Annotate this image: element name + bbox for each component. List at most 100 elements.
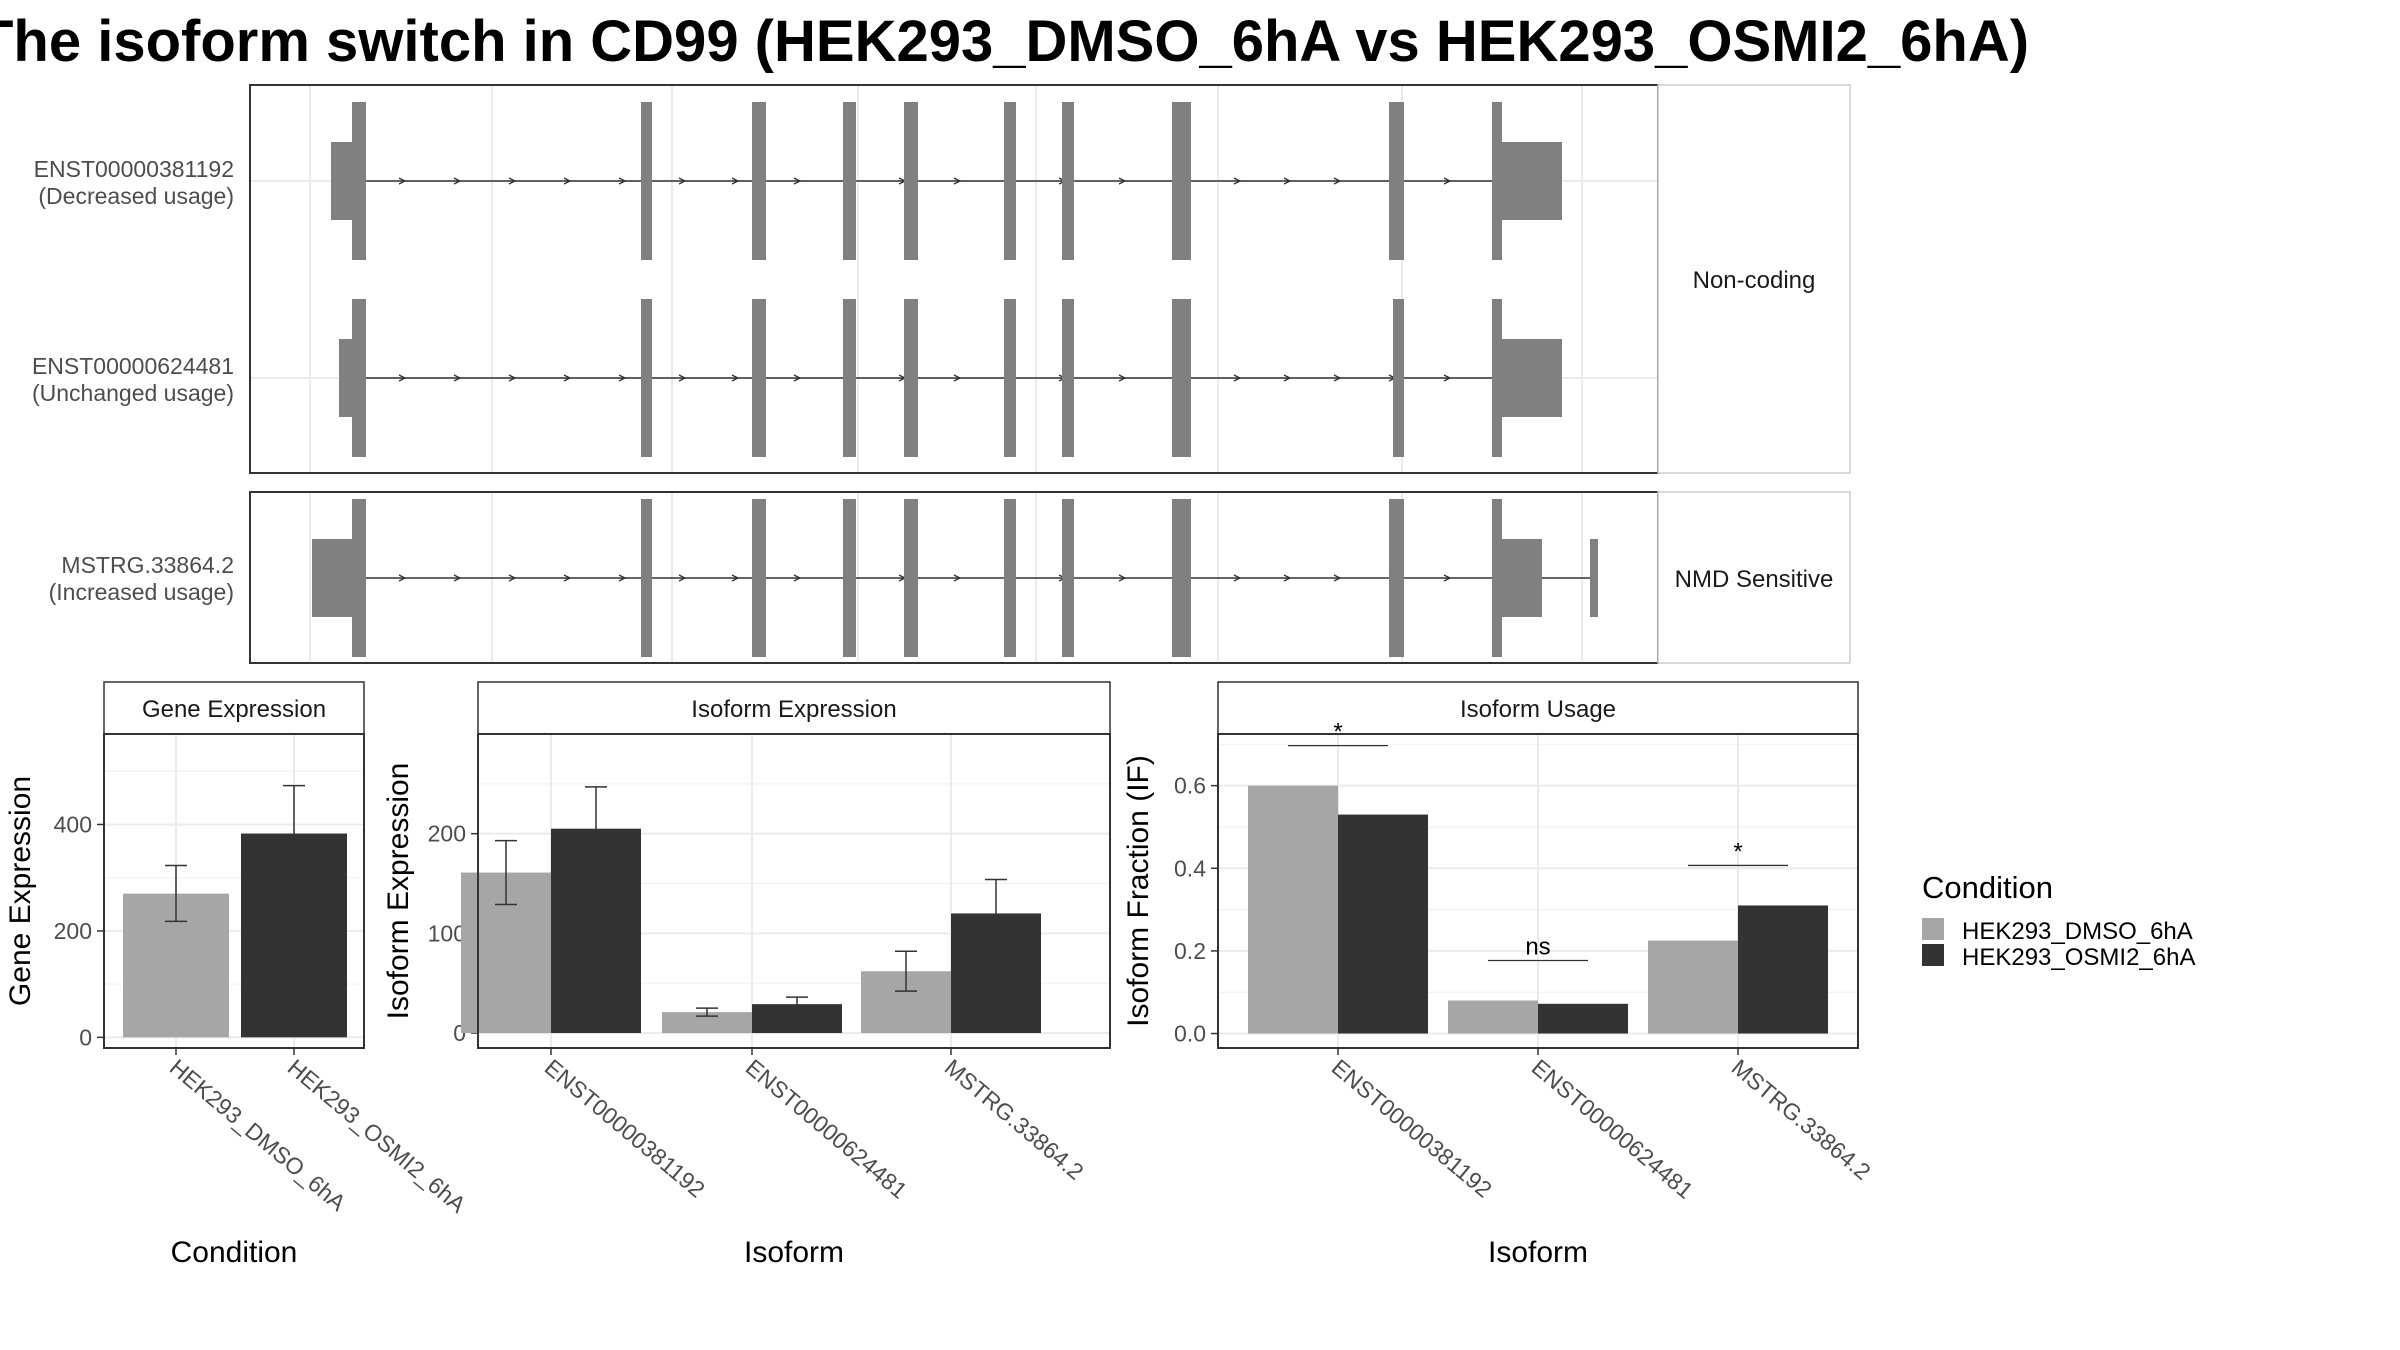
chart-strip [477, 681, 1111, 735]
intron-direction-arrow [793, 374, 802, 382]
exon-utr-5prime [331, 142, 352, 220]
intron-direction-arrow [1233, 574, 1242, 582]
significance-label: ns [1525, 933, 1550, 960]
intron-direction-arrow [1118, 177, 1127, 185]
intron-direction-arrow [398, 177, 407, 185]
isoform-expression-chart: Isoform Expression0100200ENST00000381192… [382, 681, 1111, 1269]
exon [1492, 499, 1502, 657]
isoform-usage-chart: Isoform Usage 0.0 0.2 0.4 0.6 * ns * ENST0000038… [1122, 681, 1876, 1269]
exon [904, 299, 918, 457]
legend-label-dmso: HEK293_DMSO_6hA [1962, 918, 2193, 945]
exon [1172, 299, 1191, 457]
transcript-usage-enst00000624481: (Unchanged usage) [32, 380, 234, 406]
structure-strip-non-coding [1657, 84, 1851, 474]
exon [1393, 299, 1404, 457]
exon-utr-3prime [1502, 142, 1562, 220]
exon [1062, 102, 1074, 260]
legend-swatch-osmi2 [1922, 944, 1944, 966]
transcript-usage-mstrg-33864-2: (Increased usage) [49, 579, 234, 605]
intron-direction-arrow [731, 374, 740, 382]
exon [752, 499, 766, 657]
chart-panel-border [103, 733, 365, 1049]
exon [1172, 499, 1191, 657]
exon [1590, 539, 1598, 617]
bar [1738, 905, 1828, 1034]
chart-panel-border [477, 733, 1111, 1049]
chart-strip [1217, 681, 1859, 735]
intron-direction-arrow [793, 177, 802, 185]
y-tick-label: 400 [54, 811, 92, 837]
bar [662, 1012, 752, 1034]
bar [1648, 940, 1738, 1034]
transcript-id-enst00000624481: ENST00000624481 [32, 353, 234, 379]
intron-direction-arrow [1283, 177, 1292, 185]
intron-direction-arrow [563, 374, 572, 382]
intron-direction-arrow [953, 374, 962, 382]
intron-direction-arrow [453, 374, 462, 382]
transcript-labels: ENST00000381192 (Decreased usage) ENST00… [32, 156, 234, 605]
intron-direction-arrow [731, 574, 740, 582]
structure-panel-1-background [250, 85, 1658, 473]
chart-title: Gene Expression [142, 696, 326, 723]
exon [641, 499, 652, 657]
exon [1062, 299, 1074, 457]
exon [1389, 499, 1404, 657]
intron-direction-arrow [793, 574, 802, 582]
exon [352, 499, 366, 657]
structure-strip-nmd-sensitive [1657, 491, 1851, 664]
exon [752, 299, 766, 457]
exon [843, 299, 856, 457]
structure-strip-label-non-coding: Non-coding [1693, 267, 1816, 294]
transcript-usage-enst00000381192: (Decreased usage) [38, 183, 234, 209]
intron-direction-arrow [1233, 374, 1242, 382]
structure-panel-non-coding: Non-coding [249, 84, 1851, 474]
intron-direction-arrow [731, 177, 740, 185]
y-axis-title: Isoform Fraction (IF) [1122, 755, 1155, 1027]
intron-direction-arrow [508, 177, 517, 185]
intron-direction-arrow [618, 177, 627, 185]
intron-direction-arrow [618, 374, 627, 382]
exon-utr-3prime [1502, 539, 1542, 617]
intron-direction-arrow [508, 574, 517, 582]
x-tick-label: ENST00000624481 [741, 1054, 913, 1204]
exon [904, 499, 918, 657]
intron-direction-arrow [1333, 374, 1342, 382]
intron-direction-arrow [678, 574, 687, 582]
structure-panel-nmd-sensitive: NMD Sensitive [249, 491, 1851, 664]
exon [1004, 102, 1016, 260]
intron-direction-arrow [1283, 574, 1292, 582]
exon [1062, 499, 1074, 657]
y-tick-label: 0.2 [1174, 938, 1206, 964]
chart-title: Isoform Expression [691, 696, 896, 723]
intron-direction-arrow [563, 574, 572, 582]
exon [752, 102, 766, 260]
y-tick-label: 100 [428, 920, 466, 946]
exon [352, 102, 366, 260]
intron-direction-arrow [1333, 574, 1342, 582]
legend-swatch-dmso [1922, 918, 1944, 940]
y-tick-label: 0.0 [1174, 1021, 1206, 1047]
bar [1338, 814, 1428, 1034]
intron-direction-arrow [453, 574, 462, 582]
legend-title: Condition [1922, 870, 2053, 905]
y-tick-label: 0.4 [1174, 855, 1206, 881]
intron-direction-arrow [678, 374, 687, 382]
transcript-mstrg-33864-2-model [312, 499, 1598, 657]
significance-label: * [1733, 838, 1742, 865]
bar [1248, 785, 1338, 1034]
x-tick-label: MSTRG.33864.2 [1727, 1054, 1876, 1185]
exon [1492, 102, 1502, 260]
x-tick-label: MSTRG.33864.2 [940, 1054, 1089, 1185]
x-tick-label: ENST00000381192 [1327, 1054, 1497, 1203]
intron-direction-arrow [618, 574, 627, 582]
intron-direction-arrow [1283, 374, 1292, 382]
y-tick-label: 0.6 [1174, 773, 1206, 799]
legend-label-osmi2: HEK293_OSMI2_6hA [1962, 944, 2195, 971]
intron-direction-arrow [453, 177, 462, 185]
x-tick-label: ENST00000381192 [540, 1054, 710, 1203]
y-axis-title: Gene Expression [4, 776, 37, 1006]
exon [352, 299, 366, 457]
intron-direction-arrow [953, 177, 962, 185]
exon [843, 499, 856, 657]
intron-direction-arrow [678, 177, 687, 185]
